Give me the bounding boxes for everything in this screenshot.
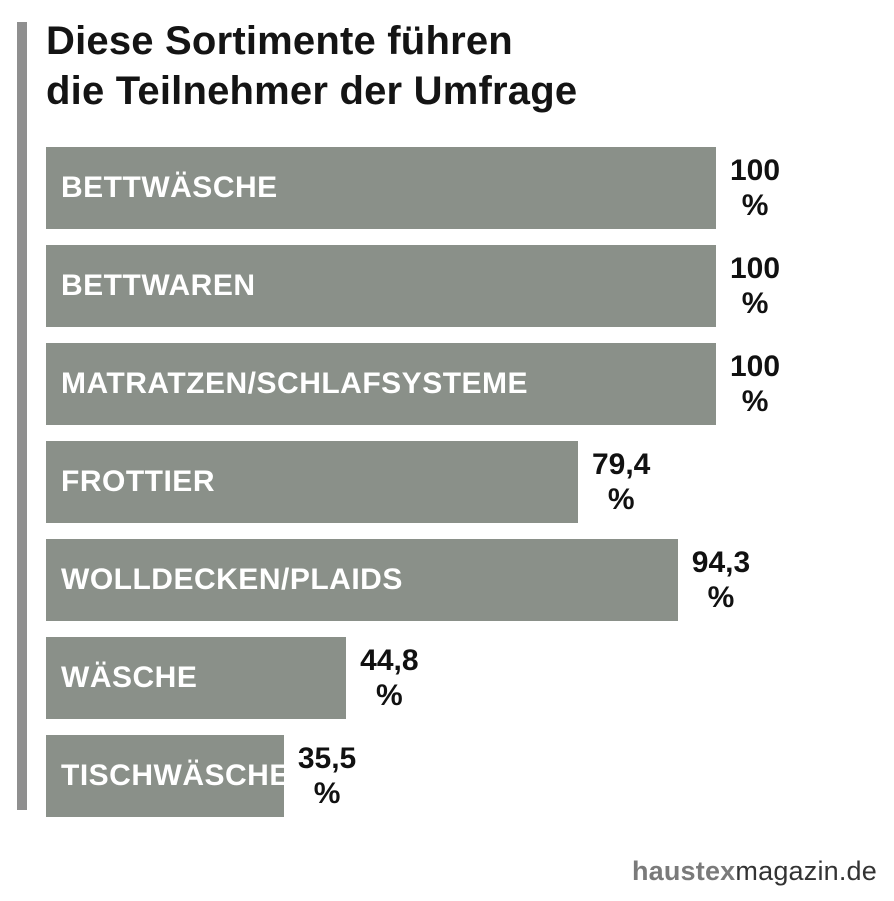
bar-value-number: 35,5 [297,742,357,775]
bar: MATRATZEN/SCHLAFSYSTEME [46,343,716,425]
bar-value-number: 100 [730,350,781,383]
bar-category-label: TISCHWÄSCHE [61,759,290,792]
bar-row: BETTWÄSCHE 100 % [46,147,886,229]
bar-value-label: 100 % [730,251,780,321]
bar-value-unit: % [741,287,769,320]
bar-row: WÄSCHE 44,8 % [46,637,886,719]
bar-value-unit: % [313,777,341,810]
bar-value-unit: % [741,385,769,418]
bar-chart: BETTWÄSCHE 100 % BETTWAREN 100 % MATRATZ… [46,147,886,833]
bar-value-label: 94,3 % [692,545,750,615]
bar: FROTTIER [46,441,578,523]
bar-category-label: BETTWÄSCHE [61,171,278,204]
bar-row: FROTTIER 79,4 % [46,441,886,523]
bar-value-label: 79,4 % [592,447,650,517]
bar-value-unit: % [741,189,769,222]
source-branding: haustexmagazin.de [632,856,877,887]
chart-title: Diese Sortimente führen die Teilnehmer d… [46,16,577,116]
bar-category-label: FROTTIER [61,465,215,498]
bar-value-unit: % [707,581,735,614]
bar-value-number: 100 [730,154,781,187]
bar-category-label: WOLLDECKEN/PLAIDS [61,563,403,596]
bar: WOLLDECKEN/PLAIDS [46,539,678,621]
bar-value-label: 35,5 % [298,741,356,811]
accent-rule [17,22,27,810]
bar-category-label: BETTWAREN [61,269,256,302]
bar-value-number: 94,3 [691,546,751,579]
bar-value-label: 100 % [730,153,780,223]
bar: TISCHWÄSCHE [46,735,289,817]
chart-title-line1: Diese Sortimente führen [46,19,513,63]
bar: BETTWAREN [46,245,716,327]
chart-title-line2: die Teilnehmer der Umfrage [46,69,578,113]
brand-magazin: magazin.de [735,856,877,886]
bar-category-label: WÄSCHE [61,661,198,694]
bar-row: MATRATZEN/SCHLAFSYSTEME 100 % [46,343,886,425]
bar-value-number: 44,8 [360,644,419,677]
bar-row: WOLLDECKEN/PLAIDS 94,3 % [46,539,886,621]
bar-category-label: MATRATZEN/SCHLAFSYSTEME [61,367,529,400]
bar-value-unit: % [607,483,635,516]
bar-value-label: 44,8 % [360,643,418,713]
bar-row: BETTWAREN 100 % [46,245,886,327]
bar-value-label: 100 % [730,349,780,419]
bar-value-unit: % [376,679,403,712]
bar: WÄSCHE [46,637,347,719]
bar: BETTWÄSCHE [46,147,716,229]
bar-value-number: 79,4 [591,448,651,481]
bar-row: TISCHWÄSCHE 35,5 % [46,735,886,817]
bar-value-number: 100 [730,252,781,285]
brand-haustex: haustex [631,856,736,886]
